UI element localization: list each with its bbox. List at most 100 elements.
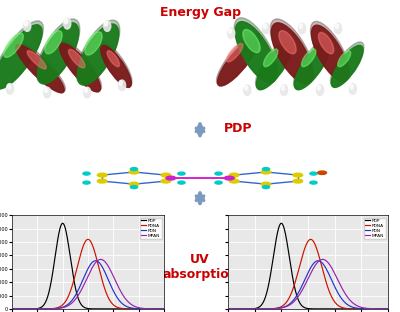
Ellipse shape [44, 87, 51, 98]
Text: UV
absorption: UV absorption [162, 253, 238, 281]
Ellipse shape [256, 43, 292, 90]
Ellipse shape [101, 45, 131, 87]
Ellipse shape [64, 19, 68, 24]
MPAN [354, 303, 358, 307]
PDN [316, 259, 320, 263]
Line: MPAN: MPAN [228, 259, 388, 309]
Line: PDNA: PDNA [12, 239, 164, 309]
Ellipse shape [312, 25, 348, 81]
Ellipse shape [298, 23, 306, 34]
PDP [386, 307, 390, 311]
Ellipse shape [60, 43, 100, 92]
Ellipse shape [310, 22, 350, 80]
MPAN [350, 301, 355, 305]
PDN [354, 306, 358, 310]
Ellipse shape [77, 24, 119, 85]
Ellipse shape [331, 45, 363, 87]
PDNA [162, 307, 166, 311]
Ellipse shape [68, 49, 85, 68]
Ellipse shape [294, 43, 330, 90]
PDN [128, 306, 133, 310]
Ellipse shape [226, 43, 243, 62]
Ellipse shape [263, 24, 266, 28]
PDN [290, 299, 295, 303]
Ellipse shape [64, 18, 71, 29]
MPAN [320, 257, 325, 261]
PDP [242, 307, 247, 311]
Ellipse shape [166, 176, 176, 180]
PDP [128, 307, 133, 311]
MPAN [290, 301, 295, 305]
Ellipse shape [84, 88, 88, 92]
Ellipse shape [228, 28, 235, 38]
Ellipse shape [338, 51, 351, 67]
Ellipse shape [83, 181, 90, 184]
Ellipse shape [24, 21, 28, 26]
Ellipse shape [235, 22, 277, 83]
Line: PDNA: PDNA [228, 239, 388, 309]
Ellipse shape [350, 84, 353, 89]
Text: PDP: PDP [224, 122, 252, 135]
Ellipse shape [4, 33, 23, 57]
Ellipse shape [262, 186, 270, 188]
Ellipse shape [161, 179, 171, 183]
PDP [60, 222, 65, 225]
PDNA [76, 259, 81, 262]
Ellipse shape [262, 168, 270, 171]
Ellipse shape [84, 87, 91, 98]
Ellipse shape [16, 45, 64, 93]
Ellipse shape [215, 181, 222, 184]
PDNA [226, 307, 230, 311]
Ellipse shape [256, 40, 292, 89]
Ellipse shape [299, 24, 302, 28]
Ellipse shape [83, 172, 90, 175]
PDP [25, 307, 30, 311]
PDP [354, 307, 358, 311]
MPAN [226, 307, 230, 311]
Ellipse shape [302, 49, 316, 67]
PDP [296, 299, 301, 303]
Line: PDN: PDN [228, 261, 388, 309]
PDNA [128, 307, 133, 311]
Ellipse shape [6, 84, 14, 94]
Legend: PDP, PDNA, PDN, MPAN: PDP, PDNA, PDN, MPAN [140, 217, 162, 239]
Ellipse shape [261, 170, 271, 174]
Ellipse shape [243, 29, 260, 53]
Ellipse shape [228, 28, 232, 33]
Ellipse shape [104, 21, 108, 26]
Ellipse shape [37, 23, 79, 84]
Ellipse shape [279, 31, 296, 54]
MPAN [25, 307, 30, 311]
Ellipse shape [129, 170, 139, 174]
MPAN [76, 292, 81, 296]
Line: PDP: PDP [228, 223, 388, 309]
Ellipse shape [14, 41, 66, 92]
Ellipse shape [335, 24, 338, 28]
MPAN [98, 257, 103, 261]
Line: PDP: PDP [12, 223, 164, 309]
MPAN [128, 302, 133, 306]
Ellipse shape [36, 19, 80, 83]
Ellipse shape [293, 173, 303, 177]
PDP [71, 277, 76, 280]
PDNA [131, 307, 136, 311]
PDN [131, 306, 136, 310]
Ellipse shape [310, 181, 317, 184]
MPAN [386, 307, 390, 311]
PDNA [86, 237, 90, 241]
PDNA [10, 307, 14, 311]
PDP [226, 307, 230, 311]
PDP [131, 307, 136, 311]
Ellipse shape [264, 49, 278, 67]
MPAN [131, 304, 136, 308]
Line: MPAN: MPAN [12, 259, 164, 309]
Ellipse shape [130, 186, 138, 188]
Ellipse shape [104, 21, 111, 32]
Ellipse shape [216, 34, 260, 85]
PDP [350, 307, 355, 311]
PDN [226, 307, 230, 311]
PDN [162, 307, 166, 311]
Ellipse shape [45, 31, 62, 54]
Ellipse shape [244, 85, 251, 95]
PDNA [25, 307, 30, 311]
